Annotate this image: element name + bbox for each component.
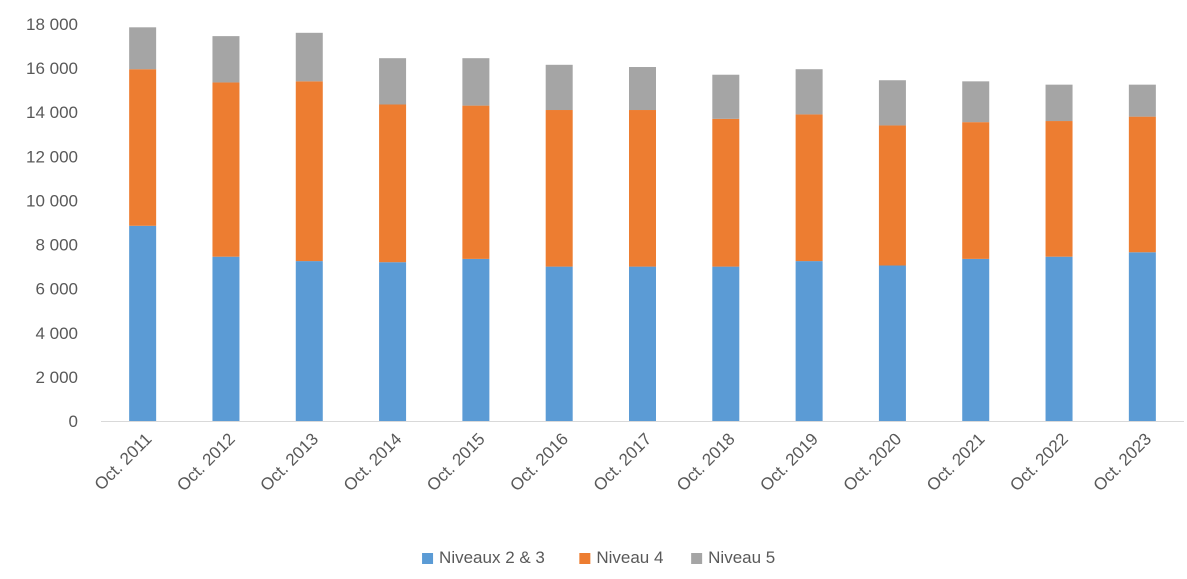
y-tick-label: 4 000 bbox=[35, 324, 78, 343]
x-tick-label: Oct. 2019 bbox=[756, 429, 822, 495]
bar-segment bbox=[295, 261, 323, 421]
bar-segment bbox=[212, 82, 240, 257]
bar-segment bbox=[545, 266, 573, 421]
x-tick-label: Oct. 2018 bbox=[673, 429, 739, 495]
bar-segment bbox=[962, 258, 990, 421]
bar-segment bbox=[629, 266, 656, 421]
bar-segment bbox=[379, 58, 407, 105]
bar-segment bbox=[962, 81, 990, 123]
y-tick-label: 18 000 bbox=[26, 15, 78, 34]
bar-segment bbox=[545, 64, 573, 111]
legend-label: Niveau 4 bbox=[596, 548, 663, 567]
bar-segment bbox=[295, 32, 323, 82]
bar-segment bbox=[712, 266, 740, 421]
bar-segment bbox=[795, 261, 823, 421]
x-tick-label: Oct. 2013 bbox=[257, 429, 323, 495]
bar-segment bbox=[629, 67, 656, 111]
bar-segment bbox=[379, 104, 407, 263]
bar-segment bbox=[795, 69, 823, 115]
y-tick-label: 6 000 bbox=[35, 280, 78, 299]
x-tick-label: Oct. 2020 bbox=[840, 429, 906, 495]
y-tick-label: 14 000 bbox=[26, 103, 78, 122]
y-axis: 0 2 000 4 000 6 000 8 000 10 000 12 000 14 000 1… bbox=[26, 15, 78, 431]
x-tick-label: Oct. 2015 bbox=[423, 429, 489, 495]
bar-segment bbox=[795, 114, 823, 262]
bar-segment bbox=[545, 110, 573, 267]
bar-segment bbox=[878, 265, 906, 421]
bar-segment bbox=[379, 262, 407, 421]
legend-label: Niveau 5 bbox=[708, 548, 775, 567]
x-tick-label: Oct. 2023 bbox=[1090, 429, 1156, 495]
bar-segment bbox=[1045, 84, 1073, 122]
y-tick-label: 8 000 bbox=[35, 236, 78, 255]
x-tick-label: Oct. 2017 bbox=[590, 429, 656, 495]
bar-segment bbox=[212, 36, 240, 83]
bar-segment bbox=[129, 225, 157, 421]
bar-segment bbox=[462, 258, 490, 421]
bar-segment bbox=[129, 69, 157, 226]
y-tick-label: 2 000 bbox=[35, 368, 78, 387]
bar-segment bbox=[1128, 252, 1156, 421]
x-axis: Oct. 2011 Oct. 2012 Oct. 2013 Oct. 2014 Oct.… bbox=[91, 421, 1184, 495]
bar-segment bbox=[1128, 84, 1156, 117]
legend-label: Niveaux 2 & 3 bbox=[439, 548, 545, 567]
x-tick-label: Oct. 2012 bbox=[173, 429, 239, 495]
y-tick-label: 12 000 bbox=[26, 147, 78, 166]
legend-swatch bbox=[579, 553, 591, 564]
legend: Niveaux 2 & 3 Niveau 4 Niveau 5 bbox=[422, 548, 775, 567]
x-tick-label: Oct. 2022 bbox=[1006, 429, 1072, 495]
bar-segment bbox=[1045, 256, 1073, 421]
bar-segment bbox=[295, 81, 323, 262]
y-tick-label: 16 000 bbox=[26, 59, 78, 78]
bar-segment bbox=[962, 122, 990, 259]
legend-swatch bbox=[691, 553, 703, 564]
y-tick-label: 10 000 bbox=[26, 191, 78, 210]
bar-segment bbox=[878, 80, 906, 126]
bar-segment bbox=[629, 110, 656, 267]
y-tick-label: 0 bbox=[69, 412, 78, 431]
bar-segment bbox=[712, 74, 740, 119]
bar-segment bbox=[1045, 121, 1073, 257]
bar-segment bbox=[1128, 116, 1156, 253]
bar-segment bbox=[712, 118, 740, 267]
x-tick-label: Oct. 2016 bbox=[506, 429, 572, 495]
bars bbox=[129, 27, 1156, 421]
x-tick-label: Oct. 2011 bbox=[91, 429, 156, 494]
bar-segment bbox=[462, 58, 490, 106]
x-tick-label: Oct. 2021 bbox=[923, 429, 989, 495]
bar-segment bbox=[878, 125, 906, 266]
legend-swatch bbox=[422, 553, 434, 564]
bar-segment bbox=[129, 27, 157, 70]
bar-segment bbox=[212, 256, 240, 421]
x-tick-label: Oct. 2014 bbox=[340, 429, 406, 495]
bar-segment bbox=[462, 105, 490, 259]
